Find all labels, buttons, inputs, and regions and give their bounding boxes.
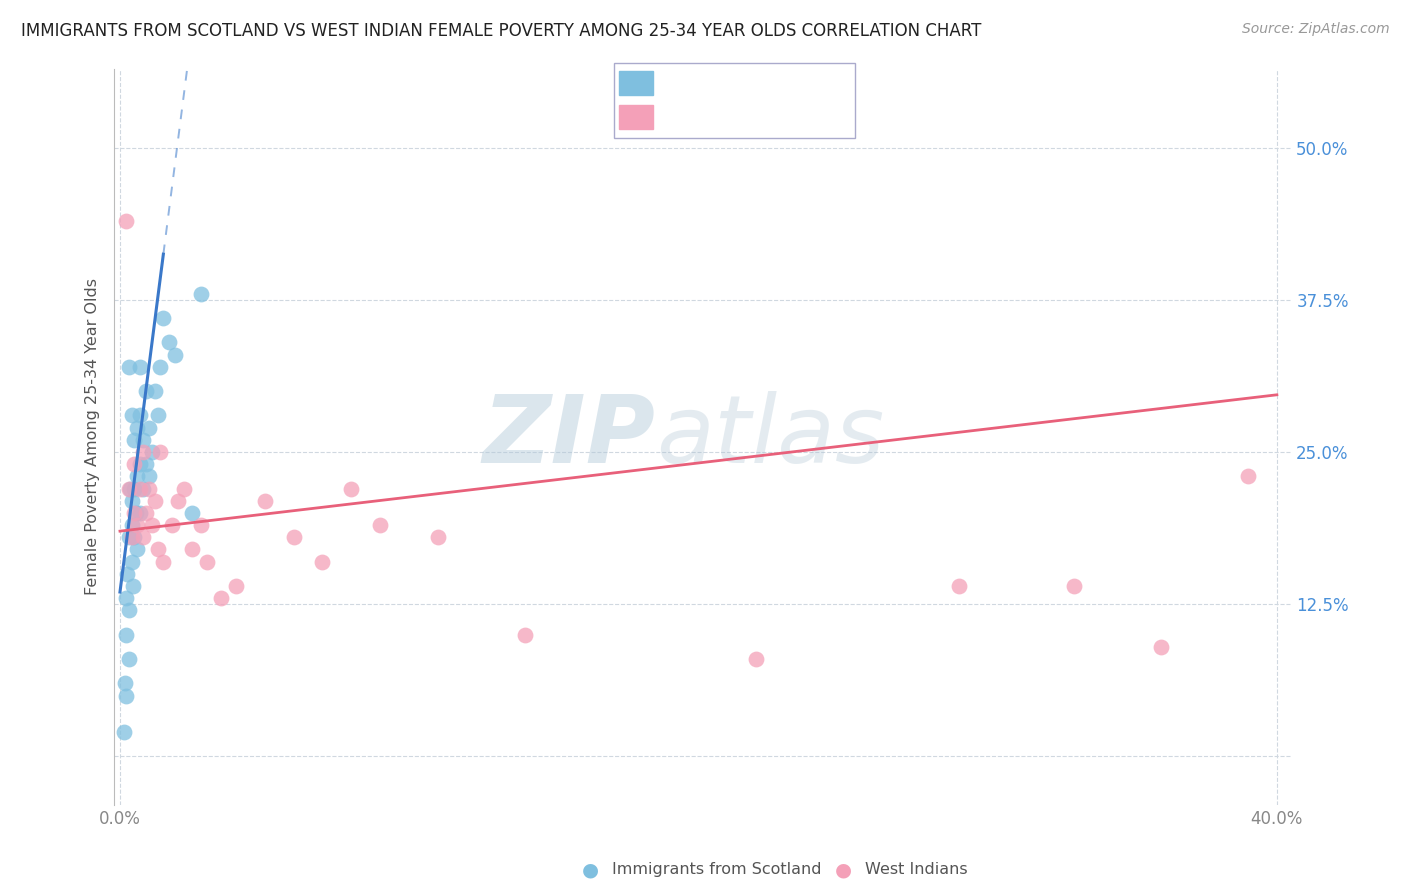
Point <box>114 676 136 690</box>
Point <box>149 445 172 459</box>
Text: R = 0.508   N = 42: R = 0.508 N = 42 <box>664 74 842 92</box>
Bar <box>619 70 654 95</box>
Point <box>127 469 149 483</box>
Point <box>253 493 276 508</box>
Point <box>129 409 152 423</box>
Point <box>132 445 155 459</box>
Point <box>135 384 157 399</box>
Text: West Indians: West Indians <box>865 863 967 877</box>
Text: ZIP: ZIP <box>482 391 655 483</box>
Point <box>129 457 152 471</box>
Point <box>129 506 152 520</box>
Y-axis label: Female Poverty Among 25-34 Year Olds: Female Poverty Among 25-34 Year Olds <box>86 278 100 595</box>
Point <box>132 530 155 544</box>
Point <box>135 506 157 520</box>
Point <box>166 493 188 508</box>
Text: ●: ● <box>835 860 852 880</box>
Point <box>127 518 149 533</box>
Point <box>114 591 136 606</box>
Point <box>152 311 174 326</box>
Point <box>138 482 160 496</box>
Point <box>118 603 141 617</box>
Text: IMMIGRANTS FROM SCOTLAND VS WEST INDIAN FEMALE POVERTY AMONG 25-34 YEAR OLDS COR: IMMIGRANTS FROM SCOTLAND VS WEST INDIAN … <box>21 22 981 40</box>
Bar <box>619 105 654 129</box>
Point <box>173 482 195 496</box>
Point <box>124 433 146 447</box>
Point <box>135 457 157 471</box>
Point <box>121 555 143 569</box>
Point <box>181 506 204 520</box>
Point <box>118 530 141 544</box>
Point <box>149 359 172 374</box>
Point <box>146 542 169 557</box>
Point <box>143 384 166 399</box>
Point <box>152 555 174 569</box>
Point <box>129 359 152 374</box>
Point <box>513 627 536 641</box>
Point <box>160 518 183 533</box>
Point <box>427 530 450 544</box>
Text: Immigrants from Scotland: Immigrants from Scotland <box>612 863 821 877</box>
Point <box>127 542 149 557</box>
Point <box>948 579 970 593</box>
Text: ●: ● <box>582 860 599 880</box>
Point <box>225 579 247 593</box>
Text: R = 0.080   N = 36: R = 0.080 N = 36 <box>664 108 842 126</box>
Point <box>118 482 141 496</box>
Point <box>124 482 146 496</box>
Point <box>157 335 180 350</box>
Point <box>138 420 160 434</box>
Point <box>121 409 143 423</box>
Point <box>129 482 152 496</box>
Point <box>132 433 155 447</box>
Point <box>114 213 136 227</box>
Point <box>124 506 146 520</box>
Point <box>283 530 305 544</box>
Point <box>118 359 141 374</box>
Point <box>146 409 169 423</box>
Point <box>121 518 143 533</box>
Text: atlas: atlas <box>655 392 884 483</box>
Text: Source: ZipAtlas.com: Source: ZipAtlas.com <box>1241 22 1389 37</box>
Point <box>121 530 143 544</box>
Point <box>127 420 149 434</box>
Point <box>122 579 145 593</box>
Point <box>745 652 768 666</box>
Point <box>112 725 135 739</box>
Point <box>138 469 160 483</box>
Point <box>120 482 142 496</box>
Point <box>209 591 232 606</box>
Point <box>141 445 163 459</box>
Point <box>1237 469 1260 483</box>
Point <box>118 652 141 666</box>
Point <box>143 493 166 508</box>
FancyBboxPatch shape <box>614 63 855 137</box>
Point <box>1150 640 1173 654</box>
Point <box>124 457 146 471</box>
Point <box>340 482 363 496</box>
Point <box>195 555 218 569</box>
Point <box>121 493 143 508</box>
Point <box>125 506 148 520</box>
Point <box>124 530 146 544</box>
Point <box>368 518 391 533</box>
Point <box>181 542 204 557</box>
Point <box>115 566 138 581</box>
Point <box>115 689 138 703</box>
Point <box>114 627 136 641</box>
Point <box>190 286 212 301</box>
Point <box>311 555 333 569</box>
Point <box>190 518 212 533</box>
Point <box>163 348 186 362</box>
Point <box>141 518 163 533</box>
Point <box>1063 579 1085 593</box>
Point <box>132 482 155 496</box>
